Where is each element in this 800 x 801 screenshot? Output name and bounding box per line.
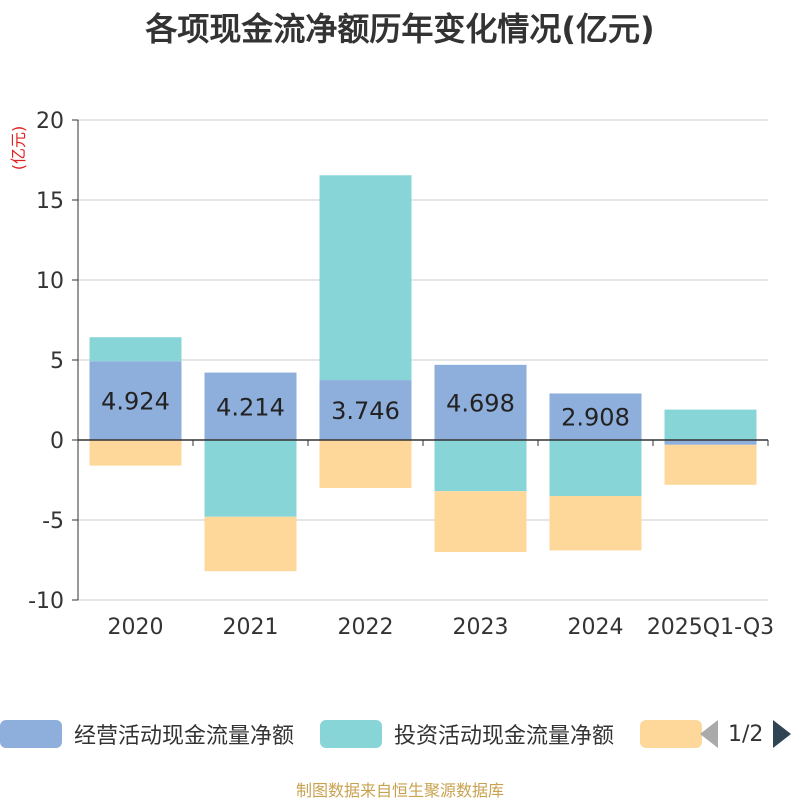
bar-chart: 20 15 10 5 0 -5 -10 (亿元) 4.924 4.214 3.746 4.698 2.9… xyxy=(9,109,774,640)
legend-label-investing: 投资活动现金流量净额 xyxy=(394,724,615,749)
legend-swatch-financing xyxy=(640,720,702,748)
y-tick-label: 0 xyxy=(50,429,64,454)
x-tick-label: 2021 xyxy=(223,615,279,640)
pager-prev-icon[interactable] xyxy=(700,720,718,748)
pager-next-icon[interactable] xyxy=(773,720,792,748)
y-axis-unit-label: (亿元) xyxy=(9,126,28,171)
legend-swatch-investing xyxy=(320,720,382,748)
bar-series2 xyxy=(664,444,757,485)
x-tick-label: 2022 xyxy=(338,615,394,640)
pager-page-text: 1/2 xyxy=(728,721,764,747)
bar-series1 xyxy=(549,440,642,496)
legend-item-operating[interactable]: 经营活动现金流量净额 xyxy=(0,716,294,752)
bar-series0 xyxy=(319,380,412,440)
legend-pager: 1/2 xyxy=(700,716,792,752)
legend-swatch-operating xyxy=(0,720,62,748)
x-tick-label: 2025Q1-Q3 xyxy=(647,615,774,640)
chart-title: 各项现金流净额历年变化情况(亿元) xyxy=(145,10,655,48)
bar-series0 xyxy=(89,361,182,440)
bar-series0 xyxy=(434,364,527,440)
y-tick-label: 20 xyxy=(36,109,64,134)
bar-series2 xyxy=(89,440,182,466)
bar-series0 xyxy=(549,393,642,440)
y-tick-label: -5 xyxy=(42,509,64,534)
source-note: 制图数据来自恒生聚源数据库 xyxy=(295,781,504,800)
y-tick-label: 15 xyxy=(36,189,64,214)
bar-series0 xyxy=(204,372,297,440)
bar-series1 xyxy=(434,440,527,492)
data-label: 2.908 xyxy=(561,404,630,432)
x-tick-label: 2024 xyxy=(568,615,624,640)
bar-series1 xyxy=(319,175,412,381)
bar-series2 xyxy=(434,491,527,552)
y-tick-label: 5 xyxy=(50,349,64,374)
x-tick-label: 2020 xyxy=(108,615,164,640)
y-tick-label: 10 xyxy=(36,269,64,294)
data-label: 3.746 xyxy=(331,397,400,425)
bar-series1 xyxy=(664,409,757,440)
data-label: 4.698 xyxy=(446,389,515,417)
legend-item-financing[interactable] xyxy=(640,716,702,752)
bar-series1 xyxy=(89,337,182,362)
x-tick-label: 2023 xyxy=(453,615,509,640)
bar-series1 xyxy=(204,440,297,517)
bar-series2 xyxy=(319,440,412,488)
data-label: 4.924 xyxy=(101,388,170,416)
data-label: 4.214 xyxy=(216,393,285,421)
legend: 经营活动现金流量净额 投资活动现金流量净额 1/2 xyxy=(0,716,800,752)
legend-label-operating: 经营活动现金流量净额 xyxy=(74,724,295,749)
bar-series2 xyxy=(204,516,297,572)
legend-item-investing[interactable]: 投资活动现金流量净额 xyxy=(320,716,614,752)
bar-series0 xyxy=(664,440,757,445)
bar-series2 xyxy=(549,496,642,551)
y-tick-label: -10 xyxy=(28,589,64,614)
